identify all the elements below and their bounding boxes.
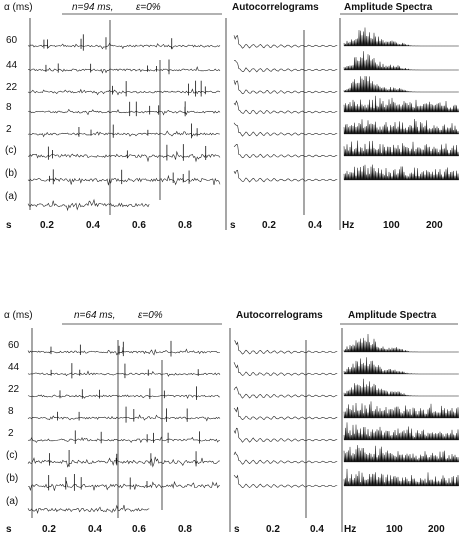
wavelet-length-label: n=64 ms,	[74, 310, 116, 321]
seismogram-trace	[27, 480, 221, 492]
axis1-tick-0.2: 0.2	[40, 220, 54, 231]
axis2-unit-hz: Hz	[344, 524, 357, 535]
autocorrelogram-trace	[233, 427, 338, 443]
row-label-22: 22	[6, 82, 18, 93]
row-label-8: 8	[6, 102, 12, 113]
autocorrelogram-trace	[233, 169, 338, 183]
spectrum-trace	[343, 140, 459, 157]
seismogram-trace	[27, 394, 221, 400]
autocorrelograms-title: Autocorrelograms	[236, 310, 323, 321]
axis2-tick-0.2: 0.2	[262, 220, 276, 231]
row-label-a: (a)	[5, 191, 18, 202]
axis1-tick-0.4: 0.4	[86, 220, 100, 231]
amplitude-spectra-title: Amplitude Spectra	[348, 310, 437, 321]
axis1-tick-0.8: 0.8	[178, 220, 192, 231]
axis1-tick-0.2: 0.2	[42, 524, 56, 535]
autocorrelogram-trace	[233, 80, 338, 95]
row-label-60: 60	[8, 340, 20, 351]
spectrum-trace	[343, 468, 459, 487]
amplitude-spectra-title: Amplitude Spectra	[344, 2, 433, 13]
axis3-tick-200: 200	[426, 220, 443, 231]
seismogram-trace	[27, 150, 221, 163]
seismogram-trace	[27, 436, 221, 444]
seismogram-trace	[27, 370, 221, 377]
seismogram-trace	[27, 88, 221, 96]
row-label-60: 60	[6, 35, 18, 46]
seismogram-trace	[27, 108, 221, 116]
axis1-unit: s	[6, 220, 12, 231]
row-label-44: 44	[6, 60, 18, 71]
autocorrelograms-title: Autocorrelograms	[232, 2, 319, 13]
axis2-tick-0.2: 0.2	[266, 524, 280, 535]
noise-level-label: ε=0%	[138, 310, 163, 321]
row-label-44: 44	[8, 362, 20, 373]
spectrum-trace	[343, 401, 459, 419]
row-label-c: (c)	[6, 450, 18, 461]
spectrum-trace	[343, 51, 459, 71]
autocorrelogram-trace	[233, 451, 338, 465]
autocorrelogram-trace	[233, 386, 338, 399]
seismogram-traces-top	[27, 13, 459, 230]
wavelet-length-label: n=94 ms,	[72, 2, 114, 13]
spectrum-trace	[343, 357, 459, 375]
spectrum-trace	[343, 95, 459, 113]
spectrum-trace	[343, 378, 459, 397]
seismogram-trace	[27, 504, 150, 514]
autocorrelogram-trace	[233, 100, 338, 115]
axis2-unit: s	[230, 220, 236, 231]
axis3-tick-100: 100	[386, 524, 403, 535]
autocorrelogram-trace	[233, 406, 338, 421]
axis1-tick-0.8: 0.8	[178, 524, 192, 535]
alpha-header: α (ms)	[4, 2, 33, 13]
alpha-header: α (ms)	[4, 310, 33, 321]
spectrum-trace	[343, 333, 459, 353]
axis2-unit: s	[234, 524, 240, 535]
seismogram-trace	[27, 198, 150, 212]
trace-layer	[27, 323, 459, 532]
autocorrelogram-trace	[233, 35, 338, 49]
row-label-b: (b)	[6, 473, 19, 484]
seismogram-trace	[27, 456, 221, 468]
figure-panel-top: α (ms) n=94 ms, ε=0% Autocorrelograms Am…	[0, 0, 463, 250]
noise-level-label: ε=0%	[136, 2, 161, 13]
spectrum-trace	[343, 164, 459, 181]
spectrum-trace	[343, 422, 459, 441]
row-label-b: (b)	[5, 168, 18, 179]
spectrum-trace	[343, 75, 459, 93]
axis3-tick-100: 100	[383, 220, 400, 231]
row-label-c: (c)	[5, 145, 17, 156]
spectrum-trace	[343, 445, 459, 463]
figure-panel-bottom: α (ms) n=64 ms, ε=0% Autocorrelograms Am…	[0, 300, 463, 538]
row-label-2: 2	[8, 428, 14, 439]
row-label-8: 8	[8, 406, 14, 417]
axis3-tick-200: 200	[428, 524, 445, 535]
seismogram-trace	[27, 42, 221, 50]
axis2-unit-hz: Hz	[342, 220, 355, 231]
spectrum-trace	[343, 27, 459, 47]
seismogram-trace	[27, 130, 221, 138]
seismogram-trace	[27, 414, 221, 422]
autocorrelogram-trace	[233, 340, 338, 355]
trace-layer	[27, 13, 459, 230]
autocorrelogram-trace	[233, 474, 338, 489]
axis2-tick-0.4: 0.4	[310, 524, 324, 535]
axis1-tick-0.6: 0.6	[132, 524, 146, 535]
autocorrelogram-trace	[233, 362, 338, 376]
axis1-unit: s	[6, 524, 12, 535]
seismogram-traces-bottom	[27, 323, 459, 532]
seismogram-trace	[27, 348, 220, 356]
axis1-tick-0.4: 0.4	[88, 524, 102, 535]
spectrum-trace	[343, 118, 459, 135]
row-label-22: 22	[8, 384, 20, 395]
axis2-tick-0.4: 0.4	[308, 220, 322, 231]
axis1-tick-0.6: 0.6	[132, 220, 146, 231]
autocorrelogram-trace	[233, 122, 338, 137]
autocorrelogram-trace	[233, 144, 338, 159]
row-label-a: (a)	[6, 496, 19, 507]
autocorrelogram-trace	[234, 60, 338, 73]
seismogram-trace	[27, 66, 221, 74]
row-label-2: 2	[6, 124, 12, 135]
seismogram-trace	[27, 174, 221, 186]
